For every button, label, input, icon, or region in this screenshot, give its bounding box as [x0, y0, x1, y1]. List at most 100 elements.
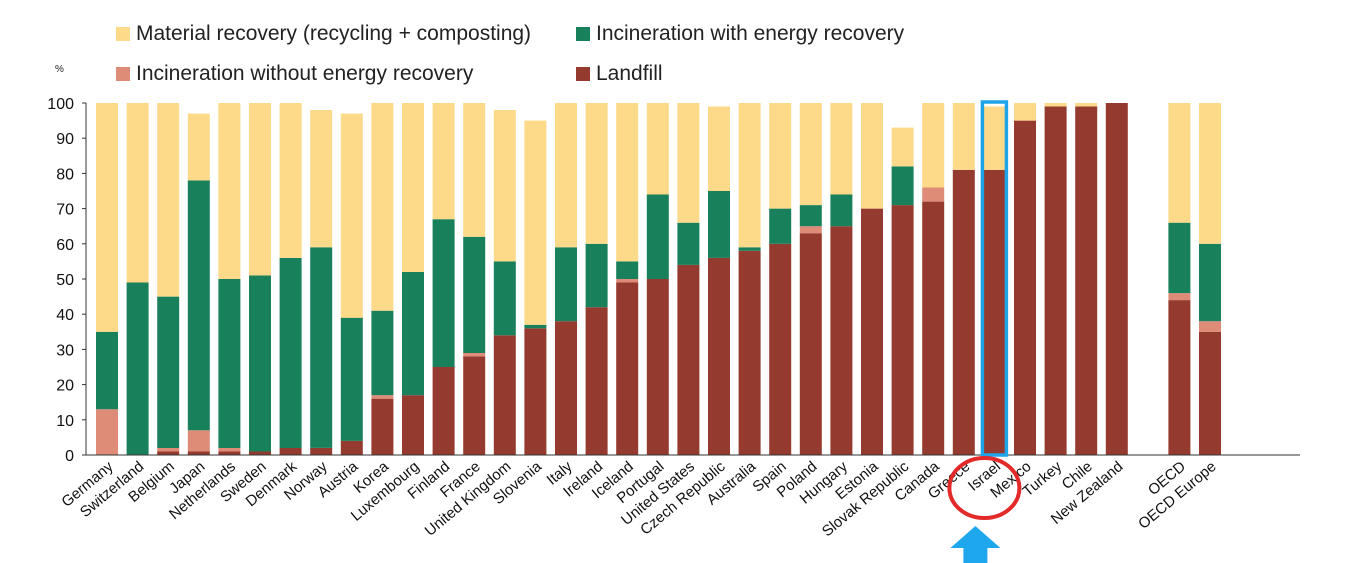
legend-item-incineration-energy: Incineration with energy recovery — [576, 22, 904, 46]
bar-belgium-incineration-with-energy-recovery — [157, 296, 180, 448]
bar-austria-incineration-with-energy-recovery — [340, 317, 363, 441]
legend-swatch — [116, 67, 130, 81]
legend-swatch — [576, 27, 590, 41]
highlight-arrow — [950, 526, 1001, 563]
bar-chile-landfill — [1075, 106, 1098, 455]
bar-iceland-incineration-without-energy-recovery — [616, 279, 639, 283]
bar-iceland-material-recovery-recycling-composting — [616, 103, 639, 262]
bar-turkey-material-recovery-recycling-composting — [1044, 103, 1067, 107]
bar-belgium-incineration-without-energy-recovery — [157, 448, 180, 452]
bar-united-states-landfill — [677, 264, 700, 455]
bar-slovenia-landfill — [524, 328, 547, 455]
bar-belgium-material-recovery-recycling-composting — [157, 103, 180, 297]
bar-spain-landfill — [769, 243, 792, 455]
bar-france-incineration-without-energy-recovery — [463, 352, 486, 357]
bar-france-landfill — [463, 356, 486, 455]
y-unit-label: % — [55, 64, 64, 75]
bar-denmark-landfill — [279, 448, 302, 455]
bar-hungary-landfill — [830, 226, 853, 455]
bar-turkey-landfill — [1044, 106, 1067, 455]
bar-switzerland-incineration-with-energy-recovery — [126, 282, 149, 455]
bar-greece-material-recovery-recycling-composting — [952, 103, 975, 170]
bar-italy-landfill — [555, 321, 577, 455]
bar-portugal-incineration-with-energy-recovery — [646, 194, 669, 279]
y-tick-label: 60 — [56, 237, 74, 254]
bar-finland-incineration-with-energy-recovery — [432, 219, 455, 367]
bar-austria-material-recovery-recycling-composting — [340, 113, 363, 318]
bar-luxembourg-incineration-with-energy-recovery — [402, 272, 424, 396]
bar-slovak-republic-incineration-with-energy-recovery — [891, 166, 914, 206]
bar-korea-incineration-without-energy-recovery — [371, 395, 394, 399]
bar-canada-incineration-without-energy-recovery — [922, 187, 945, 202]
bar-canada-material-recovery-recycling-composting — [922, 103, 945, 188]
bar-mexico-landfill — [1014, 120, 1036, 455]
bar-oecd-material-recovery-recycling-composting — [1168, 103, 1191, 223]
bar-united-kingdom-landfill — [493, 335, 516, 455]
legend-item-landfill: Landfill — [576, 62, 663, 86]
bar-portugal-landfill — [646, 279, 669, 455]
bar-germany-material-recovery-recycling-composting — [96, 103, 118, 332]
bar-oecd-europe-material-recovery-recycling-composting — [1199, 103, 1221, 244]
bar-czech-republic-material-recovery-recycling-composting — [708, 106, 730, 191]
bar-united-kingdom-material-recovery-recycling-composting — [493, 110, 516, 262]
bar-israel-material-recovery-recycling-composting — [983, 106, 1006, 170]
legend-label: Material recovery (recycling + compostin… — [136, 22, 532, 45]
bar-hungary-material-recovery-recycling-composting — [830, 103, 853, 195]
bar-japan-incineration-with-energy-recovery — [187, 180, 210, 431]
bar-luxembourg-landfill — [402, 395, 424, 455]
bar-iceland-landfill — [616, 282, 639, 455]
bar-korea-incineration-with-energy-recovery — [371, 310, 394, 396]
bar-switzerland-material-recovery-recycling-composting — [126, 103, 149, 283]
bar-oecd-incineration-with-energy-recovery — [1168, 222, 1191, 294]
legend-swatch — [576, 67, 590, 81]
bar-finland-landfill — [432, 367, 455, 455]
bar-netherlands-material-recovery-recycling-composting — [218, 103, 241, 279]
bar-greece-landfill — [952, 169, 975, 455]
bar-denmark-material-recovery-recycling-composting — [279, 103, 302, 258]
bar-norway-landfill — [310, 448, 333, 455]
y-tick-label: 90 — [56, 131, 74, 148]
bar-slovak-republic-material-recovery-recycling-composting — [891, 127, 914, 167]
legend-item-incineration-no-energy: Incineration without energy recovery — [116, 62, 473, 86]
bar-germany-incineration-without-energy-recovery — [96, 409, 118, 455]
legend-item-material-recovery: Material recovery (recycling + compostin… — [116, 22, 531, 46]
legend-label: Landfill — [596, 62, 663, 85]
bar-korea-material-recovery-recycling-composting — [371, 103, 394, 311]
bar-czech-republic-landfill — [708, 257, 730, 455]
bar-sweden-landfill — [249, 451, 271, 455]
bar-slovenia-incineration-with-energy-recovery — [524, 324, 547, 329]
y-tick-label: 80 — [56, 166, 74, 183]
bar-oecd-europe-incineration-without-energy-recovery — [1199, 321, 1221, 332]
bar-australia-landfill — [738, 250, 761, 455]
bar-norway-incineration-with-energy-recovery — [310, 247, 333, 448]
bar-austria-landfill — [340, 440, 363, 455]
bar-netherlands-incineration-without-energy-recovery — [218, 448, 241, 452]
bar-poland-material-recovery-recycling-composting — [799, 103, 822, 206]
bar-spain-material-recovery-recycling-composting — [769, 103, 792, 209]
bar-slovak-republic-landfill — [891, 205, 914, 455]
bar-oecd-europe-landfill — [1199, 331, 1221, 455]
annotation-layer — [947, 100, 1022, 563]
bar-spain-incineration-with-energy-recovery — [769, 208, 792, 244]
bar-france-incineration-with-energy-recovery — [463, 236, 486, 353]
bar-japan-incineration-without-energy-recovery — [187, 430, 210, 452]
y-tick-label: 30 — [56, 342, 74, 359]
bar-japan-material-recovery-recycling-composting — [187, 113, 210, 181]
bar-mexico-material-recovery-recycling-composting — [1014, 103, 1036, 121]
bar-oecd-landfill — [1168, 300, 1191, 455]
bar-slovenia-material-recovery-recycling-composting — [524, 120, 547, 325]
bar-sweden-incineration-with-energy-recovery — [249, 275, 271, 452]
bar-oecd-europe-incineration-with-energy-recovery — [1199, 243, 1221, 322]
bar-portugal-material-recovery-recycling-composting — [646, 103, 669, 195]
legend-label: Incineration without energy recovery — [136, 62, 474, 85]
y-tick-label: 70 — [56, 202, 74, 219]
bar-ireland-landfill — [585, 307, 608, 455]
bar-iceland-incineration-with-energy-recovery — [616, 261, 639, 279]
y-tick-label: 40 — [56, 307, 74, 324]
bar-korea-landfill — [371, 398, 394, 455]
bar-france-material-recovery-recycling-composting — [463, 103, 486, 237]
bar-netherlands-landfill — [218, 451, 241, 455]
bar-hungary-incineration-with-energy-recovery — [830, 194, 853, 227]
bar-oecd-incineration-without-energy-recovery — [1168, 293, 1191, 301]
